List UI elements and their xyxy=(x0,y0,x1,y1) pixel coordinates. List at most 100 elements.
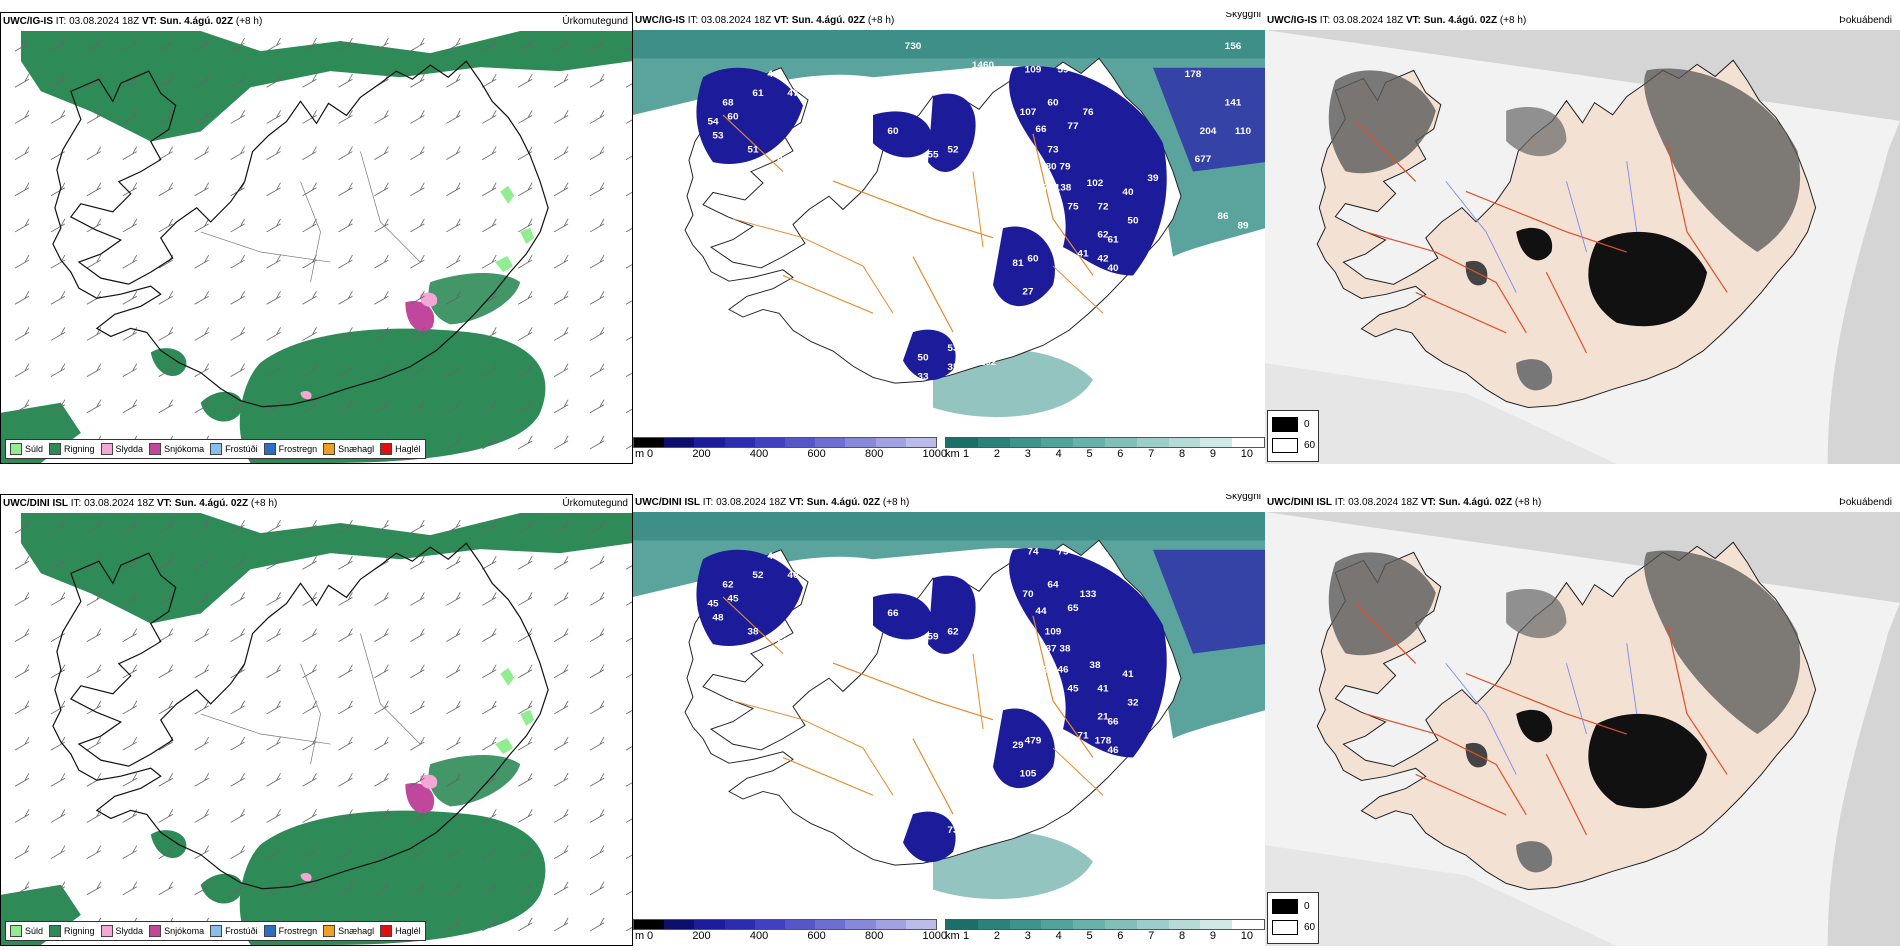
precip-legend-item: Rigning xyxy=(49,443,95,455)
colorbar-step xyxy=(845,438,876,447)
colorbar-step xyxy=(694,920,725,929)
fog-panel-row1: UWC/IG-IS IT: 03.08.2024 18Z VT: Sun. 4.… xyxy=(1265,12,1900,464)
visibility-map: 44 52 40 62 45 45 48 31 38 60 52 46 66 59 62 69 85 74 75 87… xyxy=(633,512,1265,918)
visibility-label: 59 xyxy=(1057,65,1069,76)
precip-legend-item: Snæhagl xyxy=(323,443,374,455)
legend-swatch-60 xyxy=(1272,920,1298,935)
colorbar-step xyxy=(905,438,937,447)
legend-swatch xyxy=(100,443,113,455)
visibility-label: 39 xyxy=(1005,655,1017,666)
colorbar-step xyxy=(1104,438,1137,447)
visibility-ticks: 1 2 3 4 5 6 7 8 9 10 xyxy=(963,448,1253,460)
legend-label: Frostúði xyxy=(225,926,258,936)
tick-label: 800 xyxy=(864,930,884,942)
visibility-label: 66 xyxy=(887,608,899,619)
visibility-label: 60 xyxy=(727,112,738,123)
tick-label: 4 xyxy=(1055,448,1062,460)
tick-label: 1000 xyxy=(922,448,947,460)
visibility-label: 53 xyxy=(947,173,959,184)
legend-swatch xyxy=(263,925,276,937)
colorbar-step xyxy=(905,920,937,929)
visibility-label: 33 xyxy=(917,372,929,383)
scale-bars: m 0 200 400 600 800 1000 km 1 2 3 4 5 6 7 8 9 10 xyxy=(633,916,1265,946)
legend-label: Súld xyxy=(25,444,44,454)
visibility-label: 44 xyxy=(767,551,779,562)
colorbar-step xyxy=(815,438,846,447)
visibility-label: 60 xyxy=(887,126,898,137)
tick-label: 400 xyxy=(749,930,769,942)
visibility-colorbar xyxy=(945,437,1265,448)
visibility-label: 81 xyxy=(1012,258,1024,269)
visibility-label: 75 xyxy=(1057,547,1069,558)
legend-swatch xyxy=(380,925,393,937)
visibility-label: 69 xyxy=(947,655,959,666)
colorbar-step xyxy=(875,920,906,929)
colorbar-step xyxy=(754,438,786,447)
panel-header: UWC/DINI ISL IT: 03.08.2024 18Z VT: Sun.… xyxy=(3,498,628,509)
visibility-label: 677 xyxy=(1195,154,1212,165)
precip-legend-item: Frostúði xyxy=(210,443,258,455)
visibility-label: 48 xyxy=(712,613,724,624)
visibility-label: 55 xyxy=(927,150,939,161)
legend-swatch xyxy=(323,925,336,937)
visibility-label: 109 xyxy=(1045,627,1062,638)
visibility-label: 102 xyxy=(1087,178,1104,189)
colorbar-step xyxy=(1168,438,1201,447)
visibility-label: 88 xyxy=(757,187,769,198)
visibility-label: 38 xyxy=(747,627,759,638)
terrain-unit: m xyxy=(635,930,645,942)
visibility-label: 61 xyxy=(752,88,764,99)
colorbar-step xyxy=(946,920,978,929)
visibility-label: 68 xyxy=(722,98,734,109)
tick-label: 600 xyxy=(807,930,826,942)
precip-legend: Súld Rigning Slydda Snjókoma Frostúði Frostre… xyxy=(5,439,426,459)
visibility-label: 61 xyxy=(1107,235,1119,246)
legend-label: Snjókoma xyxy=(164,926,205,936)
init-time: 03.08.2024 18Z xyxy=(84,498,155,509)
precip-type-map xyxy=(1,513,632,945)
legend-label: Frostregn xyxy=(278,444,318,454)
visibility-label: 41 xyxy=(1097,684,1109,695)
visibility-unit: km xyxy=(945,448,960,460)
colorbar-step xyxy=(1136,920,1169,929)
precip-legend-item: Haglél xyxy=(380,443,421,455)
tick-label: 7 xyxy=(1148,448,1155,460)
precip-legend-item: Snjókoma xyxy=(149,925,204,937)
legend-swatch-0 xyxy=(1272,899,1298,914)
visibility-label: 50 xyxy=(1127,216,1138,227)
visibility-label: 38 xyxy=(1089,660,1101,671)
tick-label: 9 xyxy=(1209,448,1216,460)
visibility-label: 52 xyxy=(787,660,799,671)
legend-label: Haglél xyxy=(395,444,421,454)
legend-label: Snæhagl xyxy=(338,444,375,454)
tick-label: 6 xyxy=(1117,930,1124,942)
visibility-label: 45 xyxy=(1067,684,1079,695)
legend-swatch xyxy=(10,925,22,937)
visibility-label: 138 xyxy=(1055,183,1072,194)
visibility-label: 1460 xyxy=(972,60,994,71)
colorbar-step xyxy=(1009,438,1042,447)
tick-label: 200 xyxy=(692,448,711,460)
visibility-label: 89 xyxy=(1237,221,1249,232)
scale-bars: m 0 200 400 600 800 1000 km 1 2 3 4 5 6 7 8 9 10 xyxy=(633,434,1265,464)
panel-header: UWC/IG-IS IT: 03.08.2024 18Z VT: Sun. 4.… xyxy=(633,12,1265,30)
visibility-label: 67 xyxy=(1037,806,1048,817)
colorbar-step xyxy=(1104,920,1137,929)
tick-label: 8 xyxy=(1179,448,1186,460)
visibility-label: 730 xyxy=(905,41,922,52)
visibility-label: 38 xyxy=(1059,644,1071,655)
colorbar-step xyxy=(694,438,725,447)
tick-label: 2 xyxy=(993,930,1000,942)
visibility-label: 56 xyxy=(787,178,799,189)
panel-header: UWC/IG-IS IT: 03.08.2024 18Z VT: Sun. 4.… xyxy=(3,16,628,27)
legend-swatch xyxy=(10,443,22,455)
model-name: UWC/IG-IS xyxy=(635,15,685,26)
init-time: 03.08.2024 18Z xyxy=(716,497,787,508)
init-time: 03.08.2024 18Z xyxy=(1333,15,1404,26)
tick-label: 1 xyxy=(963,930,970,942)
terrain-colorbar xyxy=(633,919,937,930)
tick-label: 2 xyxy=(993,448,1000,460)
tick-label: 4 xyxy=(1055,930,1062,942)
colorbar-step xyxy=(875,438,906,447)
legend-label: Rigning xyxy=(64,444,95,454)
